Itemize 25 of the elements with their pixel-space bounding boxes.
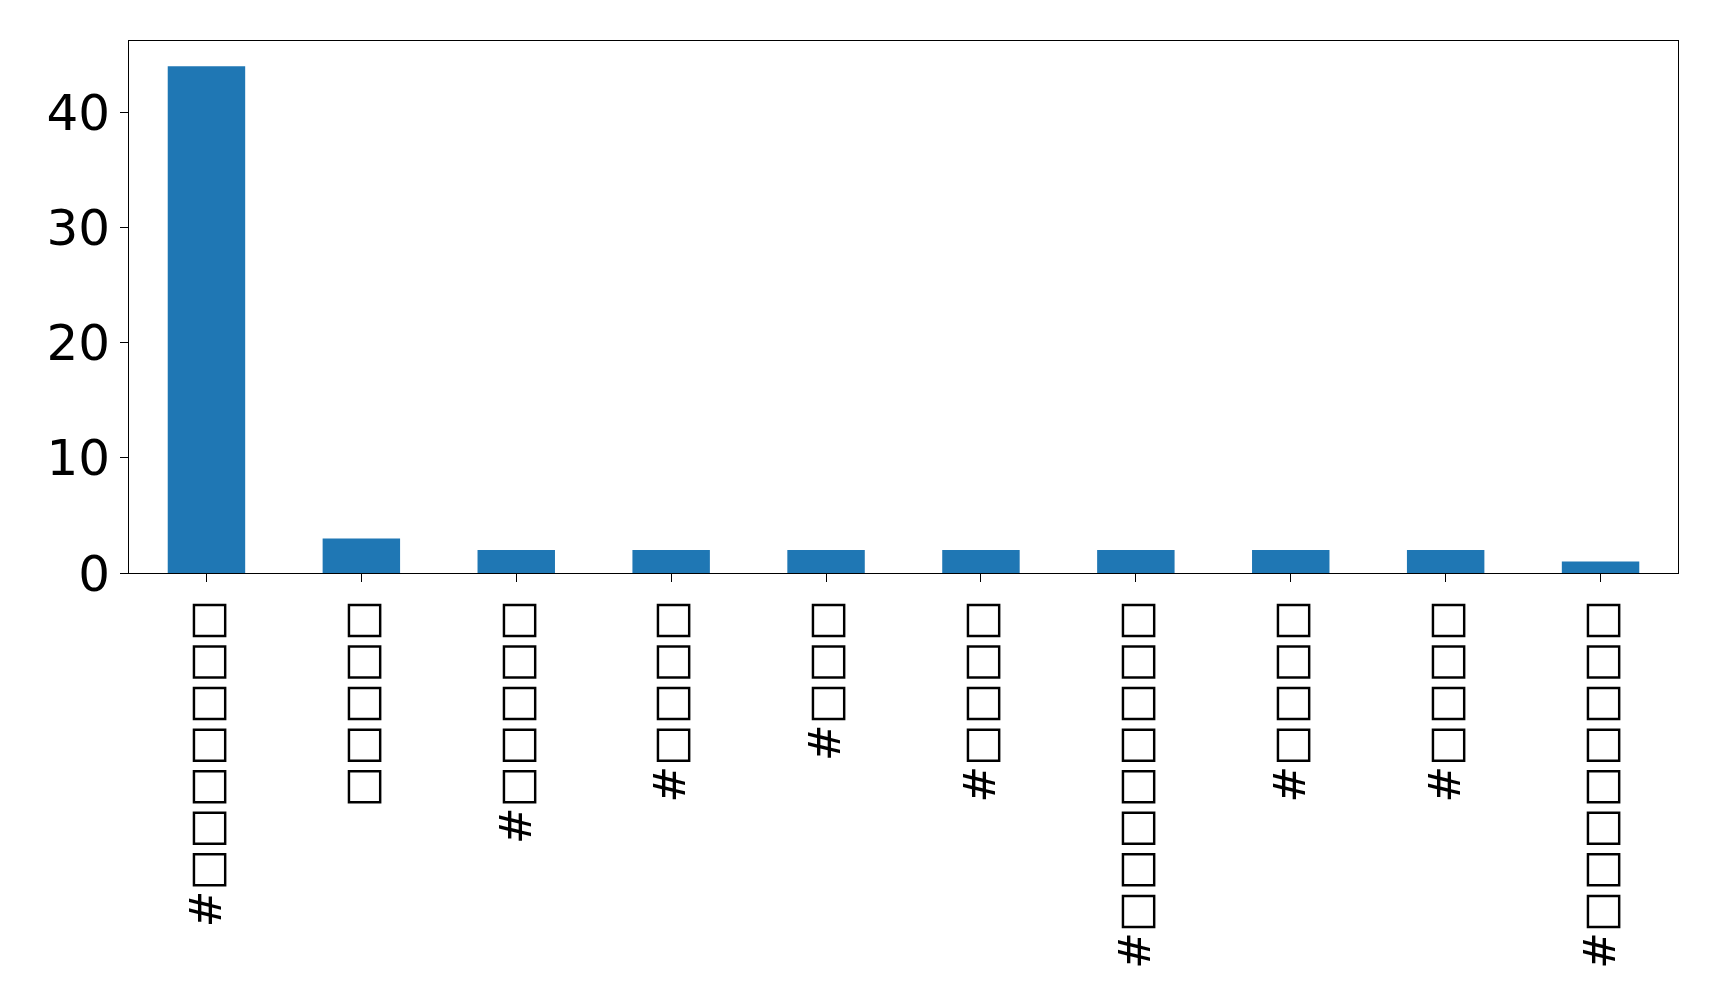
x-tick-label: #□□□: [799, 599, 851, 762]
y-tick-label: 40: [46, 83, 110, 142]
bar: [1252, 549, 1330, 573]
y-tick-label: 20: [46, 314, 110, 373]
bar: [477, 549, 555, 573]
x-tick-label: #□□□□□□□□: [1109, 599, 1161, 970]
x-tick-label: #□□□□□□□: [179, 599, 231, 928]
bar: [1097, 549, 1175, 573]
x-tick-label: #□□□□: [1264, 599, 1316, 803]
x-tick-label: #□□□□□□□□: [1573, 599, 1625, 970]
y-tick-label: 30: [46, 199, 110, 258]
bar: [322, 538, 401, 573]
y-tick-label: 10: [46, 429, 110, 488]
bar: [632, 549, 710, 573]
x-tick-label: #□□□□: [1418, 599, 1470, 803]
x-tick-label: #□□□□: [954, 599, 1006, 803]
x-tick-label: □□□□□: [334, 599, 386, 808]
bar: [1406, 549, 1485, 573]
x-tick-label: #□□□□□: [489, 599, 541, 845]
bar: [167, 66, 246, 573]
bar: [787, 549, 865, 573]
x-tick-label: #□□□□: [644, 599, 696, 803]
bar: [1561, 561, 1640, 573]
bar: [942, 549, 1020, 573]
y-tick-label: 0: [78, 544, 110, 603]
